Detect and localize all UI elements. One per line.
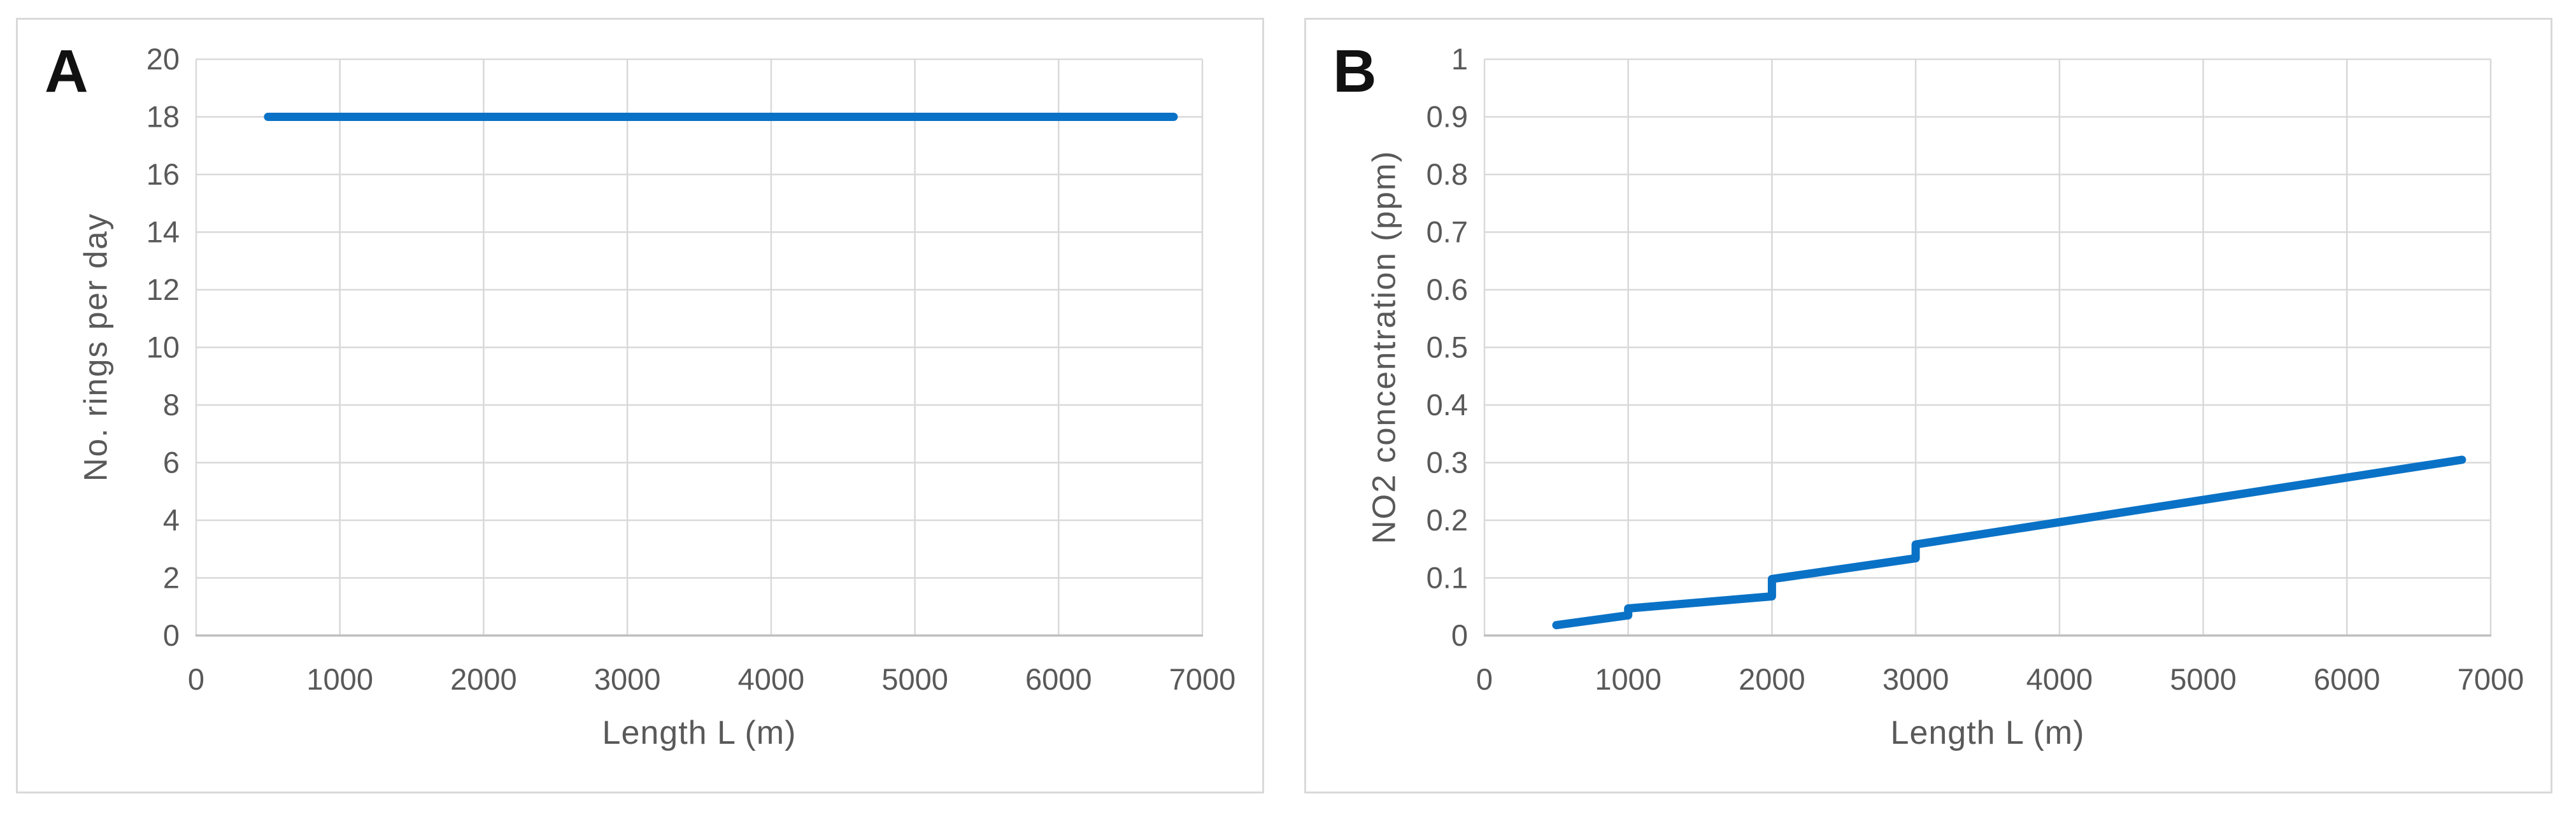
y-tick-label: 0.9 (1427, 100, 1468, 134)
y-axis-title-a: No. rings per day (77, 212, 114, 482)
x-tick-label: 7000 (2458, 662, 2524, 696)
y-tick-label: 14 (146, 215, 180, 249)
y-axis-title-b: NO2 concentration (ppm) (1365, 150, 1402, 544)
y-tick-label: 0.8 (1427, 157, 1468, 191)
x-tick-label: 1000 (1595, 662, 1662, 696)
y-tick-label: 18 (146, 100, 180, 134)
y-tick-label: 0.7 (1427, 215, 1468, 249)
x-tick-label: 1000 (306, 662, 373, 696)
y-tick-label: 0.6 (1427, 273, 1468, 306)
y-tick-label: 1 (1451, 42, 1468, 76)
x-tick-label: 6000 (2314, 662, 2380, 696)
x-tick-label: 5000 (2170, 662, 2237, 696)
y-tick-label: 0 (1451, 618, 1468, 652)
y-tick-label: 0.3 (1427, 446, 1468, 480)
x-tick-label: 0 (1476, 662, 1493, 696)
x-tick-label: 2000 (1739, 662, 1805, 696)
y-tick-label: 16 (146, 157, 180, 191)
x-tick-label: 4000 (738, 662, 805, 696)
y-tick-label: 0.2 (1427, 503, 1468, 537)
chart-panel-b: 0 0.1 0.2 0.3 0.4 0.5 0.6 0.7 0.8 0.9 1 0 1000 2000 30… (1304, 18, 2552, 793)
panel-label-b: B (1333, 38, 1377, 105)
panel-label-a: A (45, 38, 89, 105)
y-tick-label: 0.5 (1427, 330, 1468, 364)
y-tick-label: 0 (163, 618, 180, 652)
y-tick-label: 6 (163, 446, 180, 480)
x-tick-label: 0 (188, 662, 204, 696)
data-line (1552, 455, 2466, 630)
x-tick-label: 2000 (450, 662, 517, 696)
y-tick-label: 0.1 (1427, 561, 1468, 595)
x-tick-label: 3000 (1882, 662, 1949, 696)
y-tick-label: 4 (163, 503, 180, 537)
x-tick-label: 7000 (1169, 662, 1236, 696)
x-tick-label: 6000 (1025, 662, 1092, 696)
y-tick-label: 20 (146, 42, 180, 76)
y-tick-label: 0.4 (1427, 388, 1468, 422)
y-tick-label: 12 (146, 273, 180, 306)
x-axis-title-b: Length L (m) (1890, 714, 2085, 751)
x-axis-title-a: Length L (m) (602, 714, 797, 751)
y-tick-label: 10 (146, 330, 180, 364)
x-tick-label: 5000 (881, 662, 948, 696)
y-tick-label: 2 (163, 561, 180, 595)
chart-a-plot: 0 2 4 6 8 10 12 14 16 18 20 0 1000 2000 3000 4000 5000 60… (146, 42, 1236, 696)
x-tick-label: 4000 (2026, 662, 2093, 696)
chart-panel-a: 0 2 4 6 8 10 12 14 16 18 20 0 1000 2000 3000 4000 5000 60… (16, 18, 1264, 793)
chart-b-plot: 0 0.1 0.2 0.3 0.4 0.5 0.6 0.7 0.8 0.9 1 0 1000 2000 30… (1427, 42, 2524, 696)
y-tick-label: 8 (163, 388, 180, 422)
x-tick-label: 3000 (594, 662, 661, 696)
